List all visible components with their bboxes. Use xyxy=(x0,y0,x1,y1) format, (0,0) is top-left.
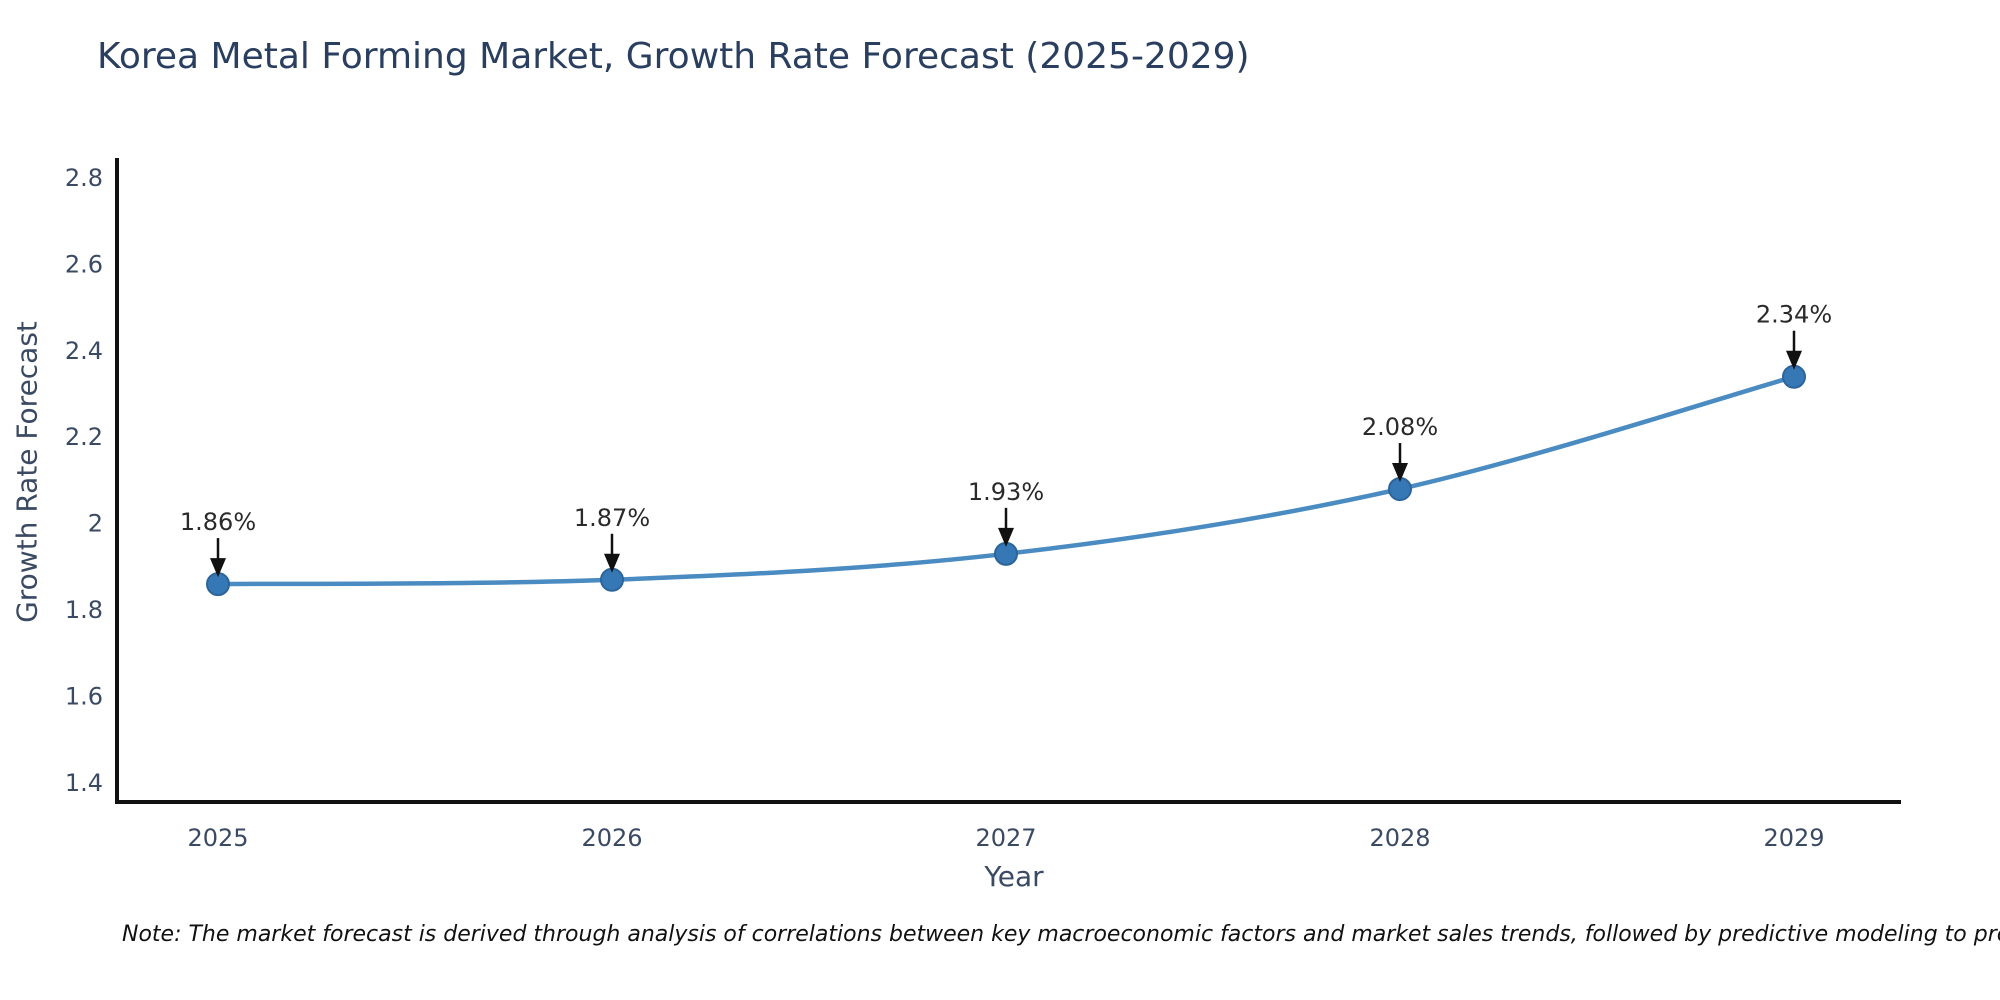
x-tick-label: 2025 xyxy=(187,824,248,852)
y-tick-label: 2 xyxy=(88,510,103,538)
y-axis-title: Growth Rate Forecast xyxy=(10,321,44,623)
annotation-arrowhead xyxy=(604,553,620,573)
y-tick-label: 2.8 xyxy=(65,164,103,192)
y-tick-label: 1.4 xyxy=(65,769,103,797)
annotation-arrowhead xyxy=(210,558,226,578)
y-tick-label: 2.4 xyxy=(65,337,103,365)
x-tick-label: 2027 xyxy=(975,824,1036,852)
y-tick-label: 2.6 xyxy=(65,250,103,278)
x-axis-title: Year xyxy=(984,860,1044,893)
footnote: Note: The market forecast is derived thr… xyxy=(122,922,2000,947)
x-tick-label: 2026 xyxy=(581,824,642,852)
data-point-label: 1.93% xyxy=(968,478,1044,506)
data-point-label: 1.87% xyxy=(574,504,650,532)
annotation-arrowhead xyxy=(1786,350,1802,370)
data-point-label: 1.86% xyxy=(180,508,256,536)
annotation-arrowhead xyxy=(1392,463,1408,483)
annotation-arrowhead xyxy=(998,527,1014,547)
x-tick-label: 2029 xyxy=(1763,824,1824,852)
data-point-label: 2.08% xyxy=(1362,413,1438,441)
y-tick-label: 2.2 xyxy=(65,423,103,451)
chart-title: Korea Metal Forming Market, Growth Rate … xyxy=(97,36,1250,77)
x-tick-label: 2028 xyxy=(1369,824,1430,852)
data-point-label: 2.34% xyxy=(1756,301,1832,329)
y-tick-label: 1.8 xyxy=(65,596,103,624)
y-tick-label: 1.6 xyxy=(65,682,103,710)
